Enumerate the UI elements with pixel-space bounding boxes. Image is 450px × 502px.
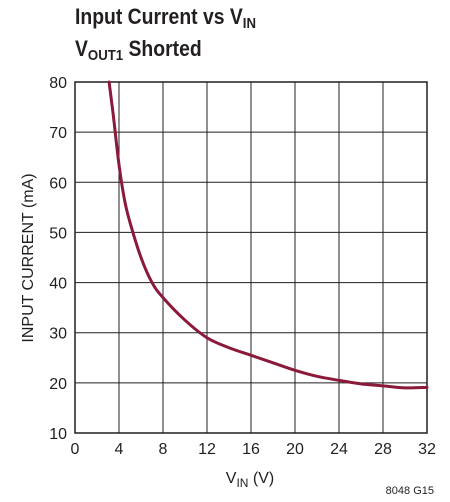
- figure-code: 8048 G15: [386, 485, 434, 497]
- series-group: [107, 80, 429, 390]
- y-axis-label: INPUT CURRENT (mA): [20, 173, 37, 342]
- x-tick-labels: 0 4 8 12 16 20 24 28 32: [71, 441, 436, 458]
- x-axis-label: VIN (V): [226, 470, 274, 490]
- x-tick-label: 4: [115, 441, 124, 458]
- x-tick-label: 16: [242, 441, 260, 458]
- grid: [74, 81, 428, 434]
- y-tick-label: 60: [49, 175, 67, 192]
- x-axis-label-unit: (V): [248, 470, 274, 487]
- x-axis-label-main: V: [226, 470, 237, 487]
- y-tick-label: 40: [49, 276, 67, 293]
- title-main-subscript: IN: [242, 15, 257, 32]
- title-line2-subscript: OUT1: [87, 47, 124, 64]
- y-tick-label: 70: [49, 125, 67, 142]
- plot-border: [74, 81, 428, 434]
- x-tick-label: 32: [418, 441, 436, 458]
- y-tick-label: 30: [49, 326, 67, 343]
- y-tick-labels: 10 20 30 40 50 60 70 80: [49, 75, 67, 443]
- x-tick-label: 12: [198, 441, 216, 458]
- chart-title: Input Current vs VIN VOUT1 Shorted: [75, 4, 256, 68]
- x-axis-label-subscript: IN: [236, 476, 248, 490]
- title-main: Input Current vs V: [75, 4, 243, 29]
- y-tick-label: 20: [49, 376, 67, 393]
- title-line2: V: [75, 36, 88, 61]
- y-tick-label: 50: [49, 225, 67, 242]
- y-tick-label: 80: [49, 75, 67, 92]
- plot-frame: [74, 81, 428, 434]
- x-tick-label: 8: [159, 441, 168, 458]
- x-tick-label: 0: [71, 441, 80, 458]
- input-current-curve: [107, 80, 429, 390]
- x-tick-label: 24: [330, 441, 348, 458]
- x-tick-label: 28: [374, 441, 392, 458]
- y-tick-label: 10: [49, 426, 67, 443]
- title-line2-rest: Shorted: [123, 36, 202, 61]
- x-tick-label: 20: [286, 441, 304, 458]
